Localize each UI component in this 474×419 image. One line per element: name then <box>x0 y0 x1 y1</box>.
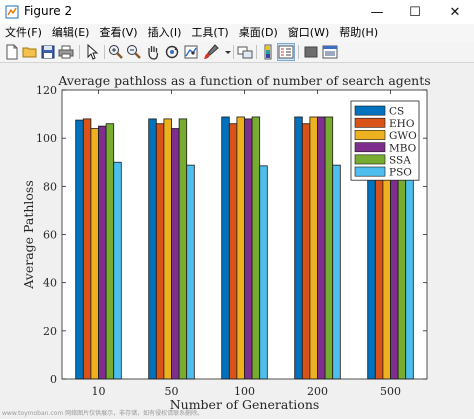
bar-gwo-10 <box>90 128 99 380</box>
brush-dropdown-icon[interactable] <box>220 44 231 60</box>
matlab-figure-icon <box>5 5 19 19</box>
legend-swatch-gwo <box>354 130 386 140</box>
y-axis-label: Average Pathloss <box>21 180 36 290</box>
bar-pso-50 <box>186 164 195 380</box>
menu-insert[interactable]: 插入(I) <box>147 26 182 39</box>
figure-toolbar <box>0 42 474 63</box>
y-tick-label: 100 <box>36 132 57 145</box>
open-folder-icon[interactable] <box>22 44 38 60</box>
legend-label-mbo: MBO <box>389 142 417 154</box>
y-tick-label: 80 <box>43 180 57 193</box>
menu-file[interactable]: 文件(F) <box>5 26 42 39</box>
menu-window[interactable]: 窗口(W) <box>287 26 330 39</box>
y-tick-label: 120 <box>36 84 57 97</box>
window-title: Figure 2 <box>24 4 73 18</box>
colorbar-icon[interactable] <box>260 44 276 60</box>
bar-mbo-50 <box>171 128 180 380</box>
toolbar-separator <box>104 45 105 59</box>
data-cursor-icon[interactable] <box>183 44 199 60</box>
bar-pso-10 <box>113 161 122 380</box>
dock-icon[interactable] <box>322 44 338 60</box>
x-axis-label: Number of Generations <box>170 397 320 412</box>
legend-swatch-cs <box>354 105 386 116</box>
legend-swatch-ssa <box>354 154 386 165</box>
legend-swatch-eho <box>354 117 386 128</box>
x-tick-label: 100 <box>234 385 255 398</box>
toolbar-separator <box>256 45 257 59</box>
bar-cs-50 <box>148 118 157 380</box>
x-tick-label: 500 <box>380 385 401 398</box>
legend-label-eho: EHO <box>389 118 415 130</box>
y-tick-label: 20 <box>43 325 57 338</box>
title-bar: Figure 2 — ☐ ✕ <box>0 0 474 25</box>
bar-pso-100 <box>259 165 268 380</box>
menu-view[interactable]: 查看(V) <box>99 26 138 39</box>
bar-mbo-10 <box>98 125 107 380</box>
bar-chart: Average pathloss as a function of number… <box>21 73 431 412</box>
bar-ssa-10 <box>105 123 115 380</box>
minimize-button[interactable]: — <box>370 4 384 20</box>
bar-pso-500 <box>405 165 414 380</box>
legend-icon[interactable] <box>277 43 295 61</box>
zoom-out-icon[interactable] <box>126 44 142 60</box>
bar-ssa-100 <box>251 116 261 380</box>
brush-icon[interactable] <box>203 44 219 60</box>
bar-ssa-50 <box>178 118 188 380</box>
menu-tools[interactable]: 工具(T) <box>191 26 229 39</box>
print-icon[interactable] <box>58 44 74 60</box>
pointer-icon[interactable] <box>84 44 100 60</box>
legend-swatch-pso <box>354 166 386 177</box>
toolbar-separator <box>233 45 234 59</box>
toolbar-separator <box>79 45 80 59</box>
bar-eho-50 <box>155 123 165 380</box>
toolbar-separator <box>298 45 299 59</box>
legend-swatch-mbo <box>354 142 386 153</box>
bar-cs-10 <box>75 119 84 380</box>
x-tick-label: 10 <box>92 385 106 398</box>
bar-gwo-200 <box>309 116 318 380</box>
x-tick-label: 50 <box>165 385 179 398</box>
hide-tools-icon[interactable] <box>303 44 319 60</box>
bar-gwo-50 <box>163 118 172 380</box>
bar-ssa-200 <box>324 116 334 380</box>
bar-eho-100 <box>228 123 238 380</box>
menu-bar: 文件(F) 编辑(E) 查看(V) 插入(I) 工具(T) 桌面(D) 窗口(W… <box>0 24 474 42</box>
bar-mbo-200 <box>317 116 326 380</box>
maximize-button[interactable]: ☐ <box>409 4 421 20</box>
link-icon[interactable] <box>237 44 253 60</box>
y-tick-label: 60 <box>43 229 57 242</box>
legend-label-gwo: GWO <box>389 130 417 142</box>
y-tick-label: 0 <box>50 373 57 386</box>
bar-gwo-100 <box>236 116 245 380</box>
legend-label-cs: CS <box>389 106 404 118</box>
menu-desktop[interactable]: 桌面(D) <box>238 26 278 39</box>
bar-pso-200 <box>332 164 341 380</box>
pan-hand-icon[interactable] <box>145 44 161 60</box>
chart-title: Average pathloss as a function of number… <box>57 73 430 88</box>
bar-eho-10 <box>82 118 92 380</box>
bar-mbo-100 <box>244 118 253 380</box>
menu-help[interactable]: 帮助(H) <box>339 26 379 39</box>
bar-cs-100 <box>221 116 230 380</box>
x-tick-label: 200 <box>307 385 328 398</box>
legend-label-pso: PSO <box>389 167 412 179</box>
bar-cs-200 <box>294 116 303 380</box>
save-icon[interactable] <box>40 44 56 60</box>
new-figure-icon[interactable] <box>4 44 20 60</box>
rotate-3d-icon[interactable] <box>164 44 180 60</box>
bar-eho-200 <box>301 123 311 380</box>
watermark-text: www.toymoban.com 网络图片仅供展示，非存储，如有侵权请联系删除。 <box>2 410 204 417</box>
zoom-in-icon[interactable] <box>108 44 124 60</box>
y-tick-label: 40 <box>43 277 57 290</box>
legend-label-ssa: SSA <box>389 155 411 167</box>
menu-edit[interactable]: 编辑(E) <box>51 26 90 39</box>
close-button[interactable]: ✕ <box>449 4 461 20</box>
